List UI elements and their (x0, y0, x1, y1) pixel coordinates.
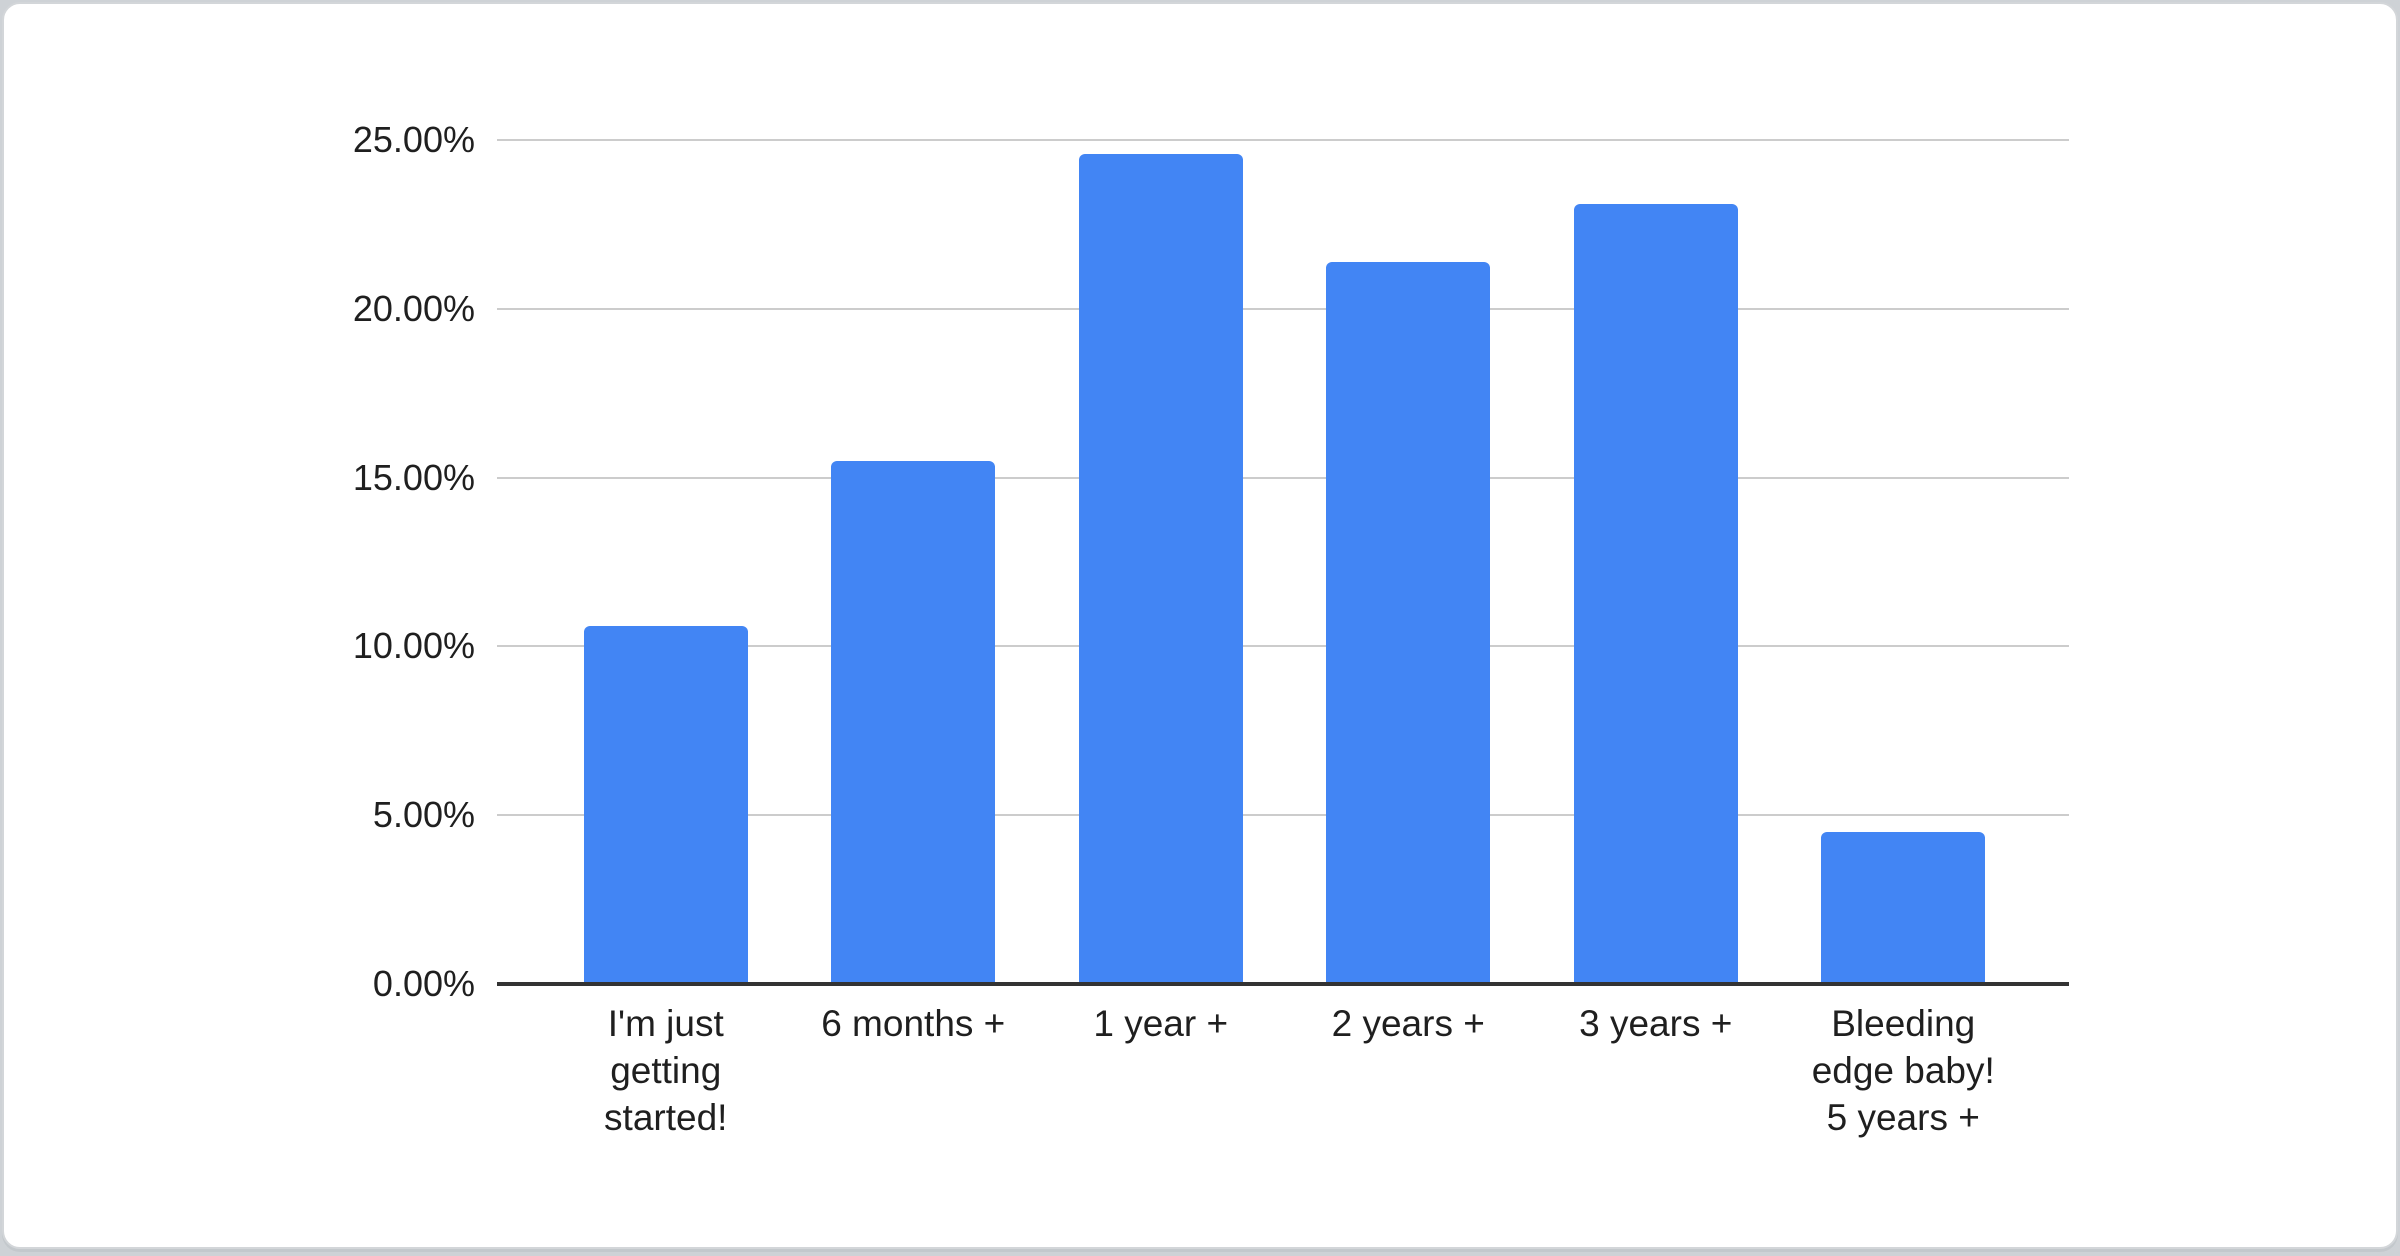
bar-slot (1037, 140, 1285, 984)
y-axis-tick-label: 0.00% (372, 963, 475, 1004)
y-axis-tick-label: 10.00% (352, 625, 475, 667)
bar-chart-plot-area: 0.00% 5.00% 10.00% 15.00% 20.00% 25.00% I'm ju… (353, 119, 2069, 1138)
gridline (497, 139, 2069, 141)
bar-3[interactable] (1078, 153, 1243, 984)
bar-5[interactable] (1573, 204, 1738, 984)
gridline (497, 307, 2069, 310)
y-axis-tick-label: 5.00% (372, 794, 475, 836)
x-axis-tick-label: I'm just getting started! (604, 1003, 728, 1138)
gridline (497, 645, 2069, 648)
bar-6[interactable] (1821, 832, 1986, 984)
x-axis-tick-label: 3 years + (1579, 1003, 1733, 1044)
gridline (497, 476, 2069, 479)
bar-slot (1532, 140, 1780, 984)
bar-slot (1780, 140, 2028, 984)
x-axis-labels-row: I'm just getting started! 6 months + 1 yea… (497, 1000, 2069, 1141)
y-axis-tick-label: 25.00% (352, 119, 475, 160)
x-axis-tick-label: 6 months + (821, 1003, 1006, 1044)
x-axis-tick-label: Bleeding edge baby! 5 years + (1811, 1003, 1995, 1138)
x-axis-baseline (497, 982, 2069, 986)
bar-4[interactable] (1326, 261, 1491, 984)
x-axis-tick-label: 1 year + (1093, 1003, 1229, 1044)
bar-slot (790, 140, 1038, 984)
bar-2[interactable] (831, 460, 996, 984)
y-axis-tick-label: 20.00% (352, 287, 475, 329)
bars-row (497, 140, 2069, 984)
bar-1[interactable] (583, 626, 748, 984)
gridline (497, 814, 2069, 817)
y-axis-tick-label: 15.00% (352, 456, 475, 498)
x-axis-tick-label: 2 years + (1331, 1003, 1485, 1044)
bar-slot (542, 140, 790, 984)
bar-slot (1285, 140, 1533, 984)
